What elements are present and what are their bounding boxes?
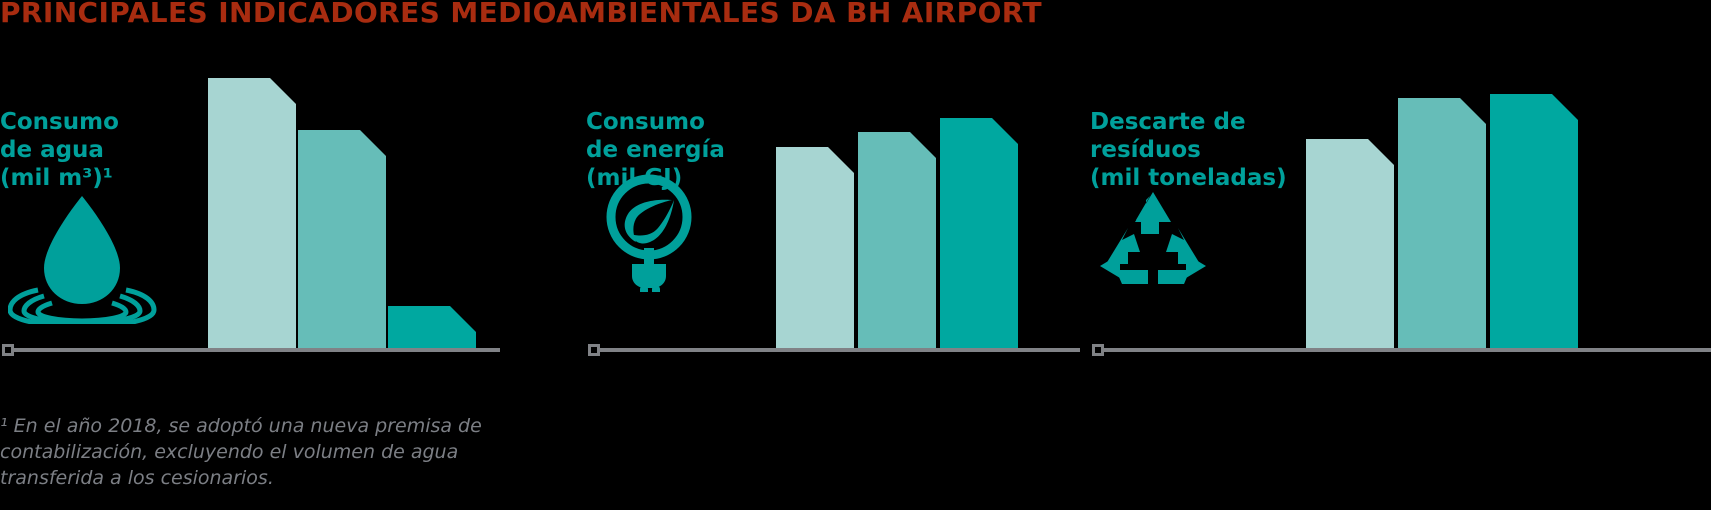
axis-origin-marker-water	[2, 344, 14, 356]
energy-leaf-plug-icon-wrap	[594, 172, 704, 298]
panel-label-line: de agua	[0, 137, 104, 163]
energy-leaf-plug-icon	[606, 174, 692, 298]
panel-label-waste: Descarte de resíduos (mil toneladas)	[1090, 108, 1287, 192]
bar[interactable]	[940, 118, 1018, 348]
axis-line-water	[14, 348, 500, 352]
bar[interactable]	[858, 132, 936, 348]
chart-waste	[1306, 60, 1636, 348]
indicator-panel-waste: Descarte de resíduos (mil toneladas)	[1090, 60, 1711, 360]
footnote-line: transferida a los cesionarios.	[0, 467, 274, 489]
indicator-panel-water: Consumo de agua (mil m³)¹	[0, 60, 500, 360]
page-title: PRINCIPALES INDICADORES MEDIOAMBIENTALES…	[0, 0, 1042, 29]
panel-label-line: resíduos	[1090, 137, 1201, 163]
bar[interactable]	[1490, 94, 1578, 348]
bar[interactable]	[1306, 139, 1394, 348]
bar[interactable]	[1398, 98, 1486, 348]
panel-label-line: (mil toneladas)	[1090, 165, 1287, 191]
panel-label-water: Consumo de agua (mil m³)¹	[0, 108, 119, 192]
axis-origin-marker-energy	[588, 344, 600, 356]
panel-label-line: Descarte de	[1090, 109, 1246, 135]
water-drop-icon-wrap	[7, 194, 158, 329]
axis-line-waste	[1104, 348, 1711, 352]
axis-line-energy	[600, 348, 1080, 352]
panel-label-line: Consumo	[586, 109, 705, 135]
chart-water	[208, 60, 500, 348]
footnote: ¹ En el año 2018, se adoptó una nueva pr…	[0, 413, 520, 491]
panel-label-line: (mil m³)¹	[0, 165, 113, 191]
chart-energy	[776, 60, 1066, 348]
bar-group-water	[208, 60, 476, 348]
footnote-line: contabilización, excluyendo el volumen d…	[0, 441, 459, 463]
indicator-panel-energy: Consumo de energía (mil GJ)	[586, 60, 1080, 360]
recycle-icon	[1100, 192, 1206, 284]
bar-group-waste	[1306, 60, 1578, 348]
axis-origin-marker-waste	[1092, 344, 1104, 356]
bar[interactable]	[208, 78, 296, 348]
panel-label-line: Consumo	[0, 109, 119, 135]
footnote-line: ¹ En el año 2018, se adoptó una nueva pr…	[0, 415, 482, 437]
bar[interactable]	[776, 147, 854, 348]
bar[interactable]	[388, 306, 476, 348]
recycle-icon-wrap	[1098, 188, 1208, 292]
water-drop-icon	[7, 196, 157, 329]
bar[interactable]	[298, 130, 386, 348]
panel-label-line: de energía	[586, 137, 725, 163]
bar-group-energy	[776, 60, 1018, 348]
